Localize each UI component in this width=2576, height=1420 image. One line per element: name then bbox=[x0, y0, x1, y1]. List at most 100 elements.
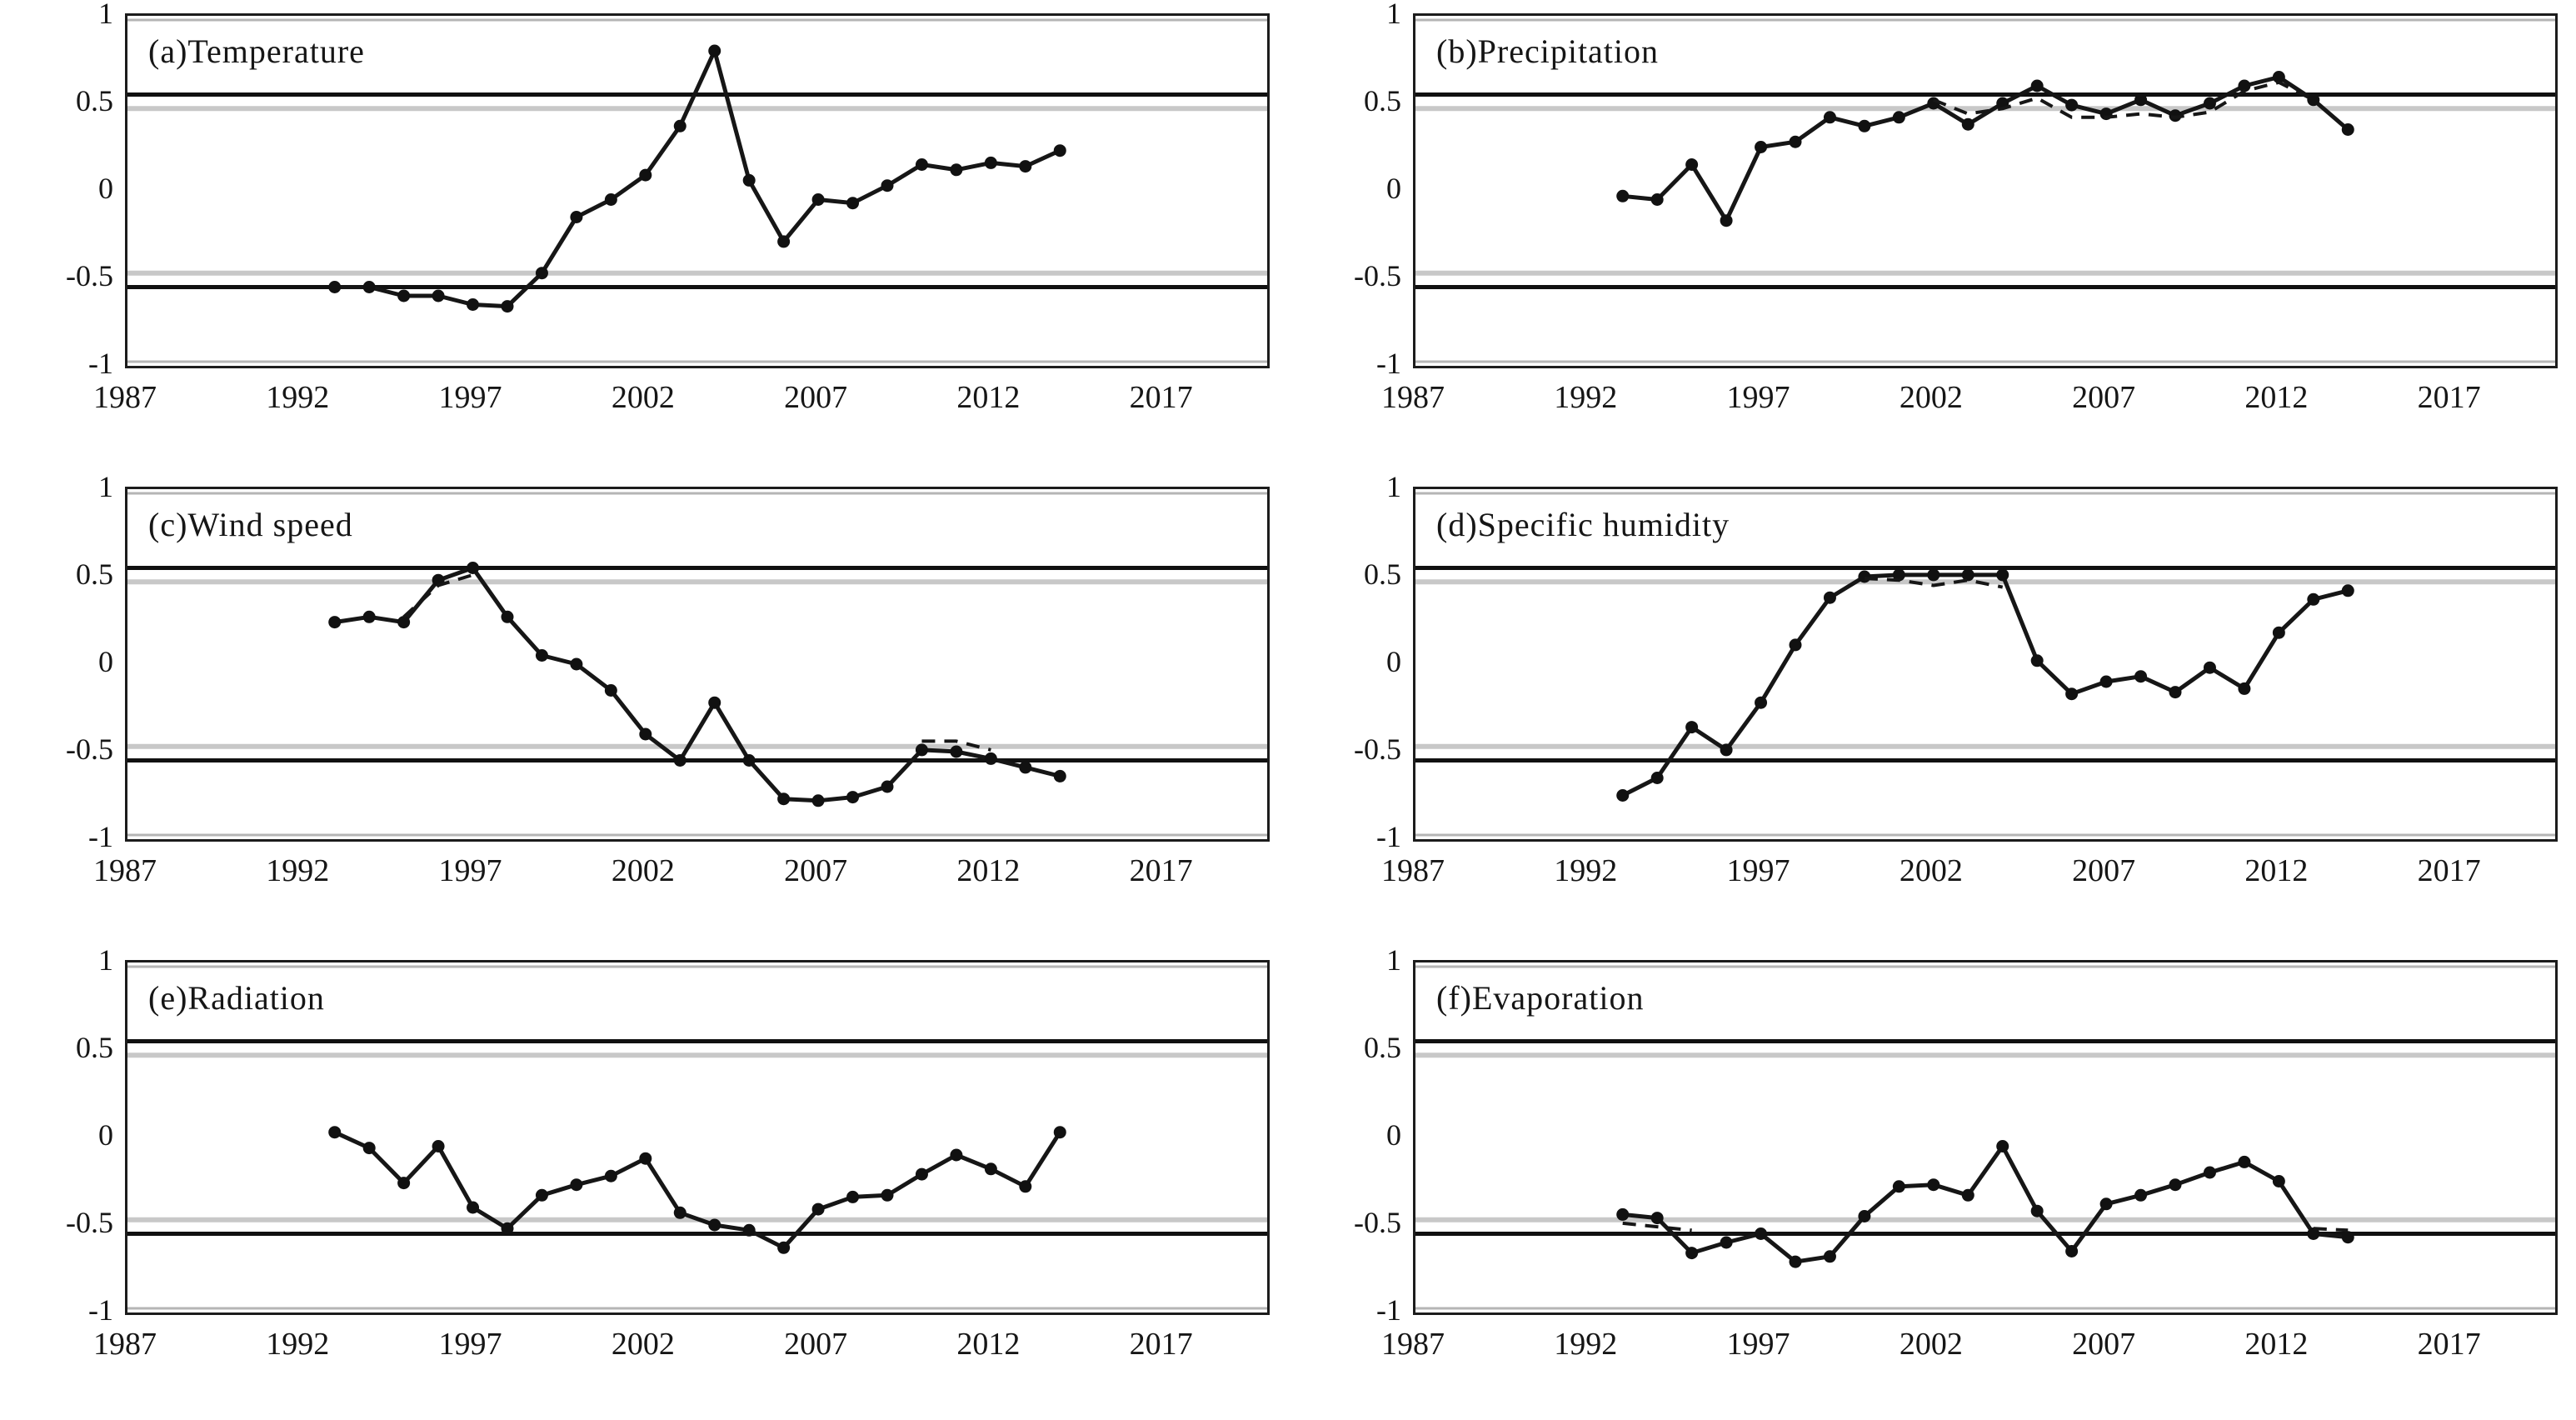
x-tick-label: 2007 bbox=[784, 853, 848, 888]
x-tick-label: 2017 bbox=[1129, 380, 1193, 415]
y-tick-label: -0.5 bbox=[66, 259, 113, 292]
data-point-marker bbox=[2307, 592, 2320, 606]
data-point-marker bbox=[1996, 1140, 2009, 1152]
data-point-marker bbox=[1019, 1180, 1032, 1193]
x-tick-label: 1987 bbox=[93, 853, 157, 888]
data-point-marker bbox=[2169, 1178, 2182, 1192]
y-tick-label: 1 bbox=[98, 943, 113, 977]
x-tick-label: 1992 bbox=[266, 853, 330, 888]
panel-b-title: (b)Precipitation bbox=[1436, 32, 1660, 70]
data-point-marker bbox=[2272, 1175, 2285, 1188]
data-point-marker bbox=[708, 1218, 721, 1232]
x-tick-label: 1987 bbox=[1381, 380, 1445, 415]
data-point-marker bbox=[2272, 626, 2285, 639]
x-tick-label: 2017 bbox=[2417, 853, 2481, 888]
y-tick-label: -1 bbox=[88, 347, 113, 380]
data-point-marker bbox=[1650, 772, 1664, 784]
series-line-a bbox=[332, 48, 1062, 309]
y-tick-label: 0.5 bbox=[1364, 84, 1401, 118]
data-point-marker bbox=[742, 173, 756, 187]
x-tick-label: 2017 bbox=[1129, 853, 1193, 888]
data-point-marker bbox=[2238, 1155, 2251, 1168]
data-point-marker bbox=[984, 752, 997, 765]
dashed-overlay-line bbox=[1622, 1221, 1692, 1232]
panel-f-chart bbox=[1415, 965, 2555, 1310]
series-line-f bbox=[1620, 1144, 2350, 1264]
y-tick-label: -1 bbox=[1376, 347, 1401, 380]
x-tick-label: 1997 bbox=[1726, 380, 1790, 415]
dashed-overlay-line bbox=[402, 572, 474, 618]
x-tick-label: 2002 bbox=[1899, 853, 1963, 888]
panel-a-chart bbox=[127, 18, 1267, 363]
data-point-marker bbox=[1789, 1255, 1802, 1268]
data-point-marker bbox=[1720, 1236, 1733, 1249]
data-point-marker bbox=[397, 1177, 411, 1190]
y-tick-label: 0 bbox=[1386, 1118, 1401, 1152]
data-point-marker bbox=[639, 728, 652, 741]
data-point-marker bbox=[846, 1190, 860, 1203]
data-point-marker bbox=[2169, 109, 2182, 122]
data-point-marker bbox=[467, 562, 480, 574]
data-point-marker bbox=[570, 211, 583, 223]
panel-c-chart bbox=[127, 492, 1267, 837]
data-point-marker bbox=[362, 1142, 376, 1155]
panel-e-plot bbox=[125, 960, 1270, 1315]
data-point-marker bbox=[639, 168, 652, 182]
data-point-marker bbox=[777, 235, 791, 248]
data-point-marker bbox=[673, 754, 686, 767]
data-point-marker bbox=[397, 289, 411, 302]
data-point-marker bbox=[1755, 141, 1768, 153]
data-point-marker bbox=[1961, 568, 1974, 582]
data-point-marker bbox=[1019, 160, 1032, 173]
data-point-marker bbox=[1892, 111, 1905, 124]
x-tick-label: 2012 bbox=[956, 853, 1021, 888]
panel-a-title: (a)Temperature bbox=[148, 32, 365, 70]
data-point-marker bbox=[570, 658, 583, 671]
data-point-marker bbox=[501, 610, 514, 623]
panel-a-plot bbox=[125, 13, 1270, 368]
data-point-marker bbox=[811, 794, 825, 808]
data-point-marker bbox=[811, 1202, 825, 1216]
series-line-c bbox=[332, 566, 1062, 803]
dashed-overlay-line bbox=[921, 739, 991, 752]
panel-d: (d)Specific humidity 1 0.5 0 -0.5 -1 1987 1992… bbox=[1288, 472, 2576, 947]
x-tick-label: 2012 bbox=[2244, 1327, 2309, 1362]
data-point-marker bbox=[673, 1206, 686, 1219]
data-point-marker bbox=[328, 281, 342, 293]
data-point-marker bbox=[950, 163, 963, 177]
x-tick-label: 2017 bbox=[1129, 1327, 1193, 1362]
x-tick-label: 1987 bbox=[1381, 853, 1445, 888]
y-tick-label: -1 bbox=[88, 1293, 113, 1327]
data-point-marker bbox=[2272, 71, 2285, 83]
data-point-marker bbox=[2203, 1166, 2216, 1179]
x-tick-label: 1987 bbox=[93, 380, 157, 415]
x-tick-label: 2012 bbox=[2244, 853, 2309, 888]
panel-e-title: (e)Radiation bbox=[148, 979, 325, 1017]
data-point-marker bbox=[708, 44, 721, 58]
data-point-marker bbox=[432, 1140, 445, 1152]
x-tick-label: 2017 bbox=[2417, 1327, 2481, 1362]
x-tick-label: 2007 bbox=[2072, 380, 2136, 415]
data-point-marker bbox=[501, 300, 514, 313]
data-point-marker bbox=[432, 289, 445, 302]
data-point-marker bbox=[2134, 670, 2148, 683]
x-tick-label: 2012 bbox=[2244, 380, 2309, 415]
data-point-marker bbox=[2169, 686, 2182, 699]
data-point-marker bbox=[535, 1188, 548, 1202]
data-point-marker bbox=[1823, 1250, 1836, 1263]
panel-c: (c)Wind speed 1 0.5 0 -0.5 -1 1987 1992 1997 200… bbox=[0, 472, 1288, 947]
data-point-marker bbox=[1053, 144, 1066, 158]
data-point-marker bbox=[1892, 1180, 1905, 1193]
x-tick-label: 2012 bbox=[956, 380, 1021, 415]
x-tick-label: 1997 bbox=[438, 1327, 502, 1362]
panel-c-title: (c)Wind speed bbox=[148, 506, 353, 543]
series-line-e bbox=[332, 1130, 1062, 1250]
data-point-marker bbox=[2134, 1188, 2148, 1202]
y-tick-label: -1 bbox=[1376, 820, 1401, 853]
data-point-marker bbox=[1789, 135, 1802, 148]
data-point-marker bbox=[1755, 696, 1768, 709]
data-point-marker bbox=[328, 616, 342, 629]
data-point-marker bbox=[604, 1169, 617, 1182]
panel-c-plot bbox=[125, 487, 1270, 842]
x-tick-label: 1992 bbox=[1554, 1327, 1618, 1362]
